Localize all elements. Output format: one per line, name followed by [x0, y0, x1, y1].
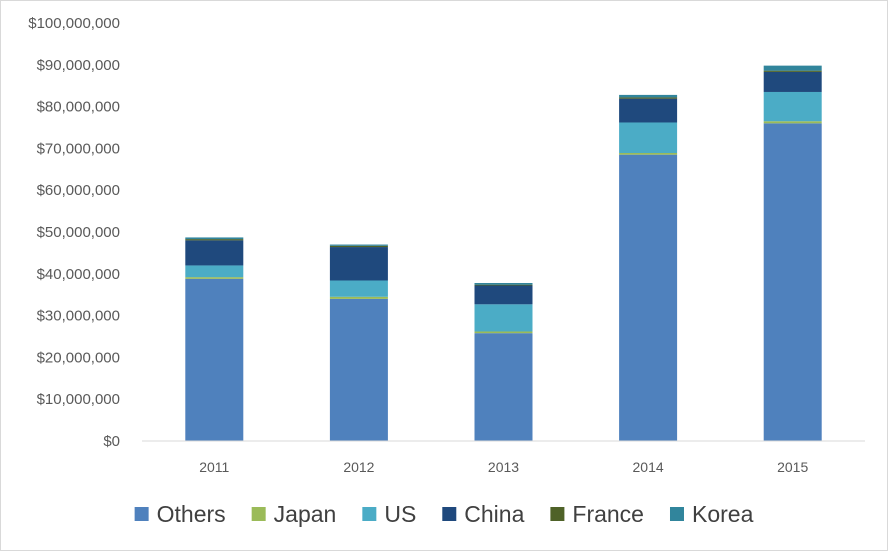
- bar-segment-china-2014: [619, 98, 678, 123]
- bar-segment-france-2011: [185, 239, 244, 241]
- bar-segment-japan-2014: [619, 152, 678, 155]
- bar-segment-china-2012: [329, 247, 388, 281]
- legend: Others Japan US China France Korea: [134, 501, 754, 527]
- legend-label: Others: [157, 501, 226, 527]
- y-axis-tick-labels: $0 $10,000,000 $20,000,000 $30,000,000 $40,0…: [28, 15, 120, 450]
- bar-segment-korea-2012: [329, 244, 388, 246]
- y-tick-label: $30,000,000: [37, 308, 120, 325]
- legend-label: France: [572, 501, 644, 527]
- legend-item-japan: Japan: [251, 501, 337, 527]
- bar-segment-us-2011: [185, 265, 244, 278]
- bar-segment-france-2014: [619, 97, 678, 99]
- legend-swatch: [669, 507, 684, 521]
- bar-segment-korea-2011: [185, 237, 244, 240]
- legend-item-korea: Korea: [669, 501, 754, 527]
- x-tick-label: 2013: [488, 459, 519, 475]
- legend-label: Japan: [274, 501, 337, 527]
- legend-swatch: [134, 507, 149, 521]
- legend-swatch: [550, 507, 565, 521]
- y-tick-label: $60,000,000: [37, 182, 120, 199]
- legend-item-us: US: [362, 501, 416, 527]
- legend-label: Korea: [692, 501, 754, 527]
- y-tick-label: $20,000,000: [37, 349, 120, 366]
- x-tick-label: 2015: [777, 459, 808, 475]
- bar-segment-france-2013: [474, 284, 533, 286]
- bar-segment-france-2015: [763, 70, 822, 72]
- bar-segment-china-2013: [474, 285, 533, 305]
- x-tick-label: 2012: [343, 459, 374, 475]
- y-tick-label: $40,000,000: [37, 266, 120, 283]
- y-tick-label: $50,000,000: [37, 224, 120, 241]
- bar-segment-others-2014: [619, 154, 678, 442]
- y-tick-label: $90,000,000: [37, 57, 120, 74]
- legend-swatch: [442, 507, 457, 521]
- x-tick-label: 2011: [199, 459, 229, 475]
- bars: [185, 65, 822, 442]
- bar-segment-korea-2015: [763, 65, 822, 71]
- legend-item-china: China: [442, 501, 525, 527]
- legend-label: US: [384, 501, 416, 527]
- legend-item-france: France: [550, 501, 644, 527]
- bar-segment-us-2015: [763, 91, 822, 122]
- y-tick-label: $0: [103, 433, 120, 450]
- legend-swatch: [251, 507, 266, 521]
- bar-segment-us-2012: [329, 280, 388, 297]
- bar-segment-others-2011: [185, 278, 244, 441]
- bar-segment-us-2014: [619, 122, 678, 153]
- legend-swatch: [362, 507, 377, 521]
- y-tick-label: $80,000,000: [37, 99, 120, 116]
- bar-segment-others-2015: [763, 123, 822, 441]
- bar-segment-japan-2012: [329, 296, 388, 299]
- x-axis-tick-labels: 2011 2012 2013 2014 2015: [199, 459, 808, 475]
- legend-item-others: Others: [134, 501, 226, 527]
- bar-segment-china-2011: [185, 240, 244, 266]
- bar-segment-us-2013: [474, 304, 533, 332]
- legend-label: China: [464, 501, 524, 527]
- y-tick-label: $100,000,000: [28, 15, 120, 32]
- bar-segment-korea-2013: [474, 282, 533, 285]
- bar-segment-japan-2011: [185, 277, 244, 279]
- bar-segment-korea-2014: [619, 94, 678, 98]
- bar-segment-japan-2013: [474, 331, 533, 334]
- bar-segment-china-2015: [763, 71, 822, 92]
- y-tick-label: $10,000,000: [37, 391, 120, 408]
- bar-segment-france-2012: [329, 245, 388, 248]
- bar-segment-others-2013: [474, 333, 533, 441]
- bar-segment-others-2012: [329, 298, 388, 441]
- bar-segment-japan-2015: [763, 121, 822, 124]
- y-tick-label: $70,000,000: [37, 140, 120, 157]
- x-tick-label: 2014: [633, 459, 664, 475]
